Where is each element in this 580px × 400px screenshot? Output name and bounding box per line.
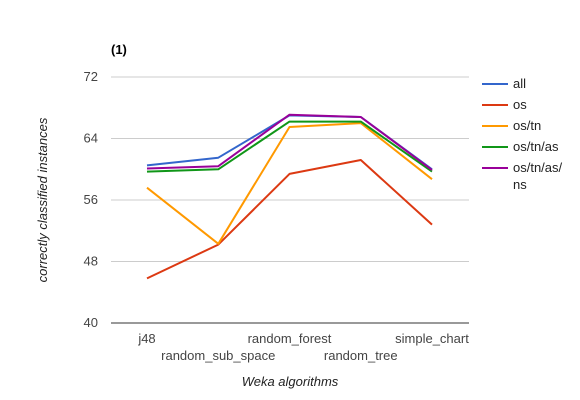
y-tick-labels: 40 48 56 64 72 [84,69,98,330]
legend-label: os [513,97,527,112]
y-tick-label: 56 [84,192,98,207]
x-tick-label: random_sub_space [161,348,275,363]
legend-label: os/tn/as [513,139,559,154]
series-line-os-tn-as-ns [146,113,433,171]
legend-label-continued: ns [513,177,527,192]
series-lines [146,113,433,280]
x-tick-label: simple_chart [395,331,469,346]
x-tick-label: j48 [137,331,155,346]
y-tick-label: 40 [84,315,98,330]
grid-lines [111,76,469,324]
y-tick-label: 64 [84,131,98,146]
x-tick-label: random_tree [324,348,398,363]
legend-label: os/tn [513,118,541,133]
chart-title: (1) [111,42,127,57]
y-axis-title: correctly classified instances [35,117,50,282]
legend-label: all [513,76,526,91]
x-tick-label: random_forest [248,331,332,346]
y-tick-label: 48 [84,254,98,269]
x-axis-title: Weka algorithms [242,374,339,389]
series-line-os [146,159,433,280]
x-tick-labels: j48 random_sub_space random_forest random_t… [137,331,469,363]
legend: all os os/tn os/tn/as os/tn/as/ns [482,76,563,192]
legend-label: os/tn/as/ [513,160,563,175]
series-line-os-tn-as [146,120,433,173]
series-line-os-tn [146,122,433,245]
y-tick-label: 72 [84,69,98,84]
